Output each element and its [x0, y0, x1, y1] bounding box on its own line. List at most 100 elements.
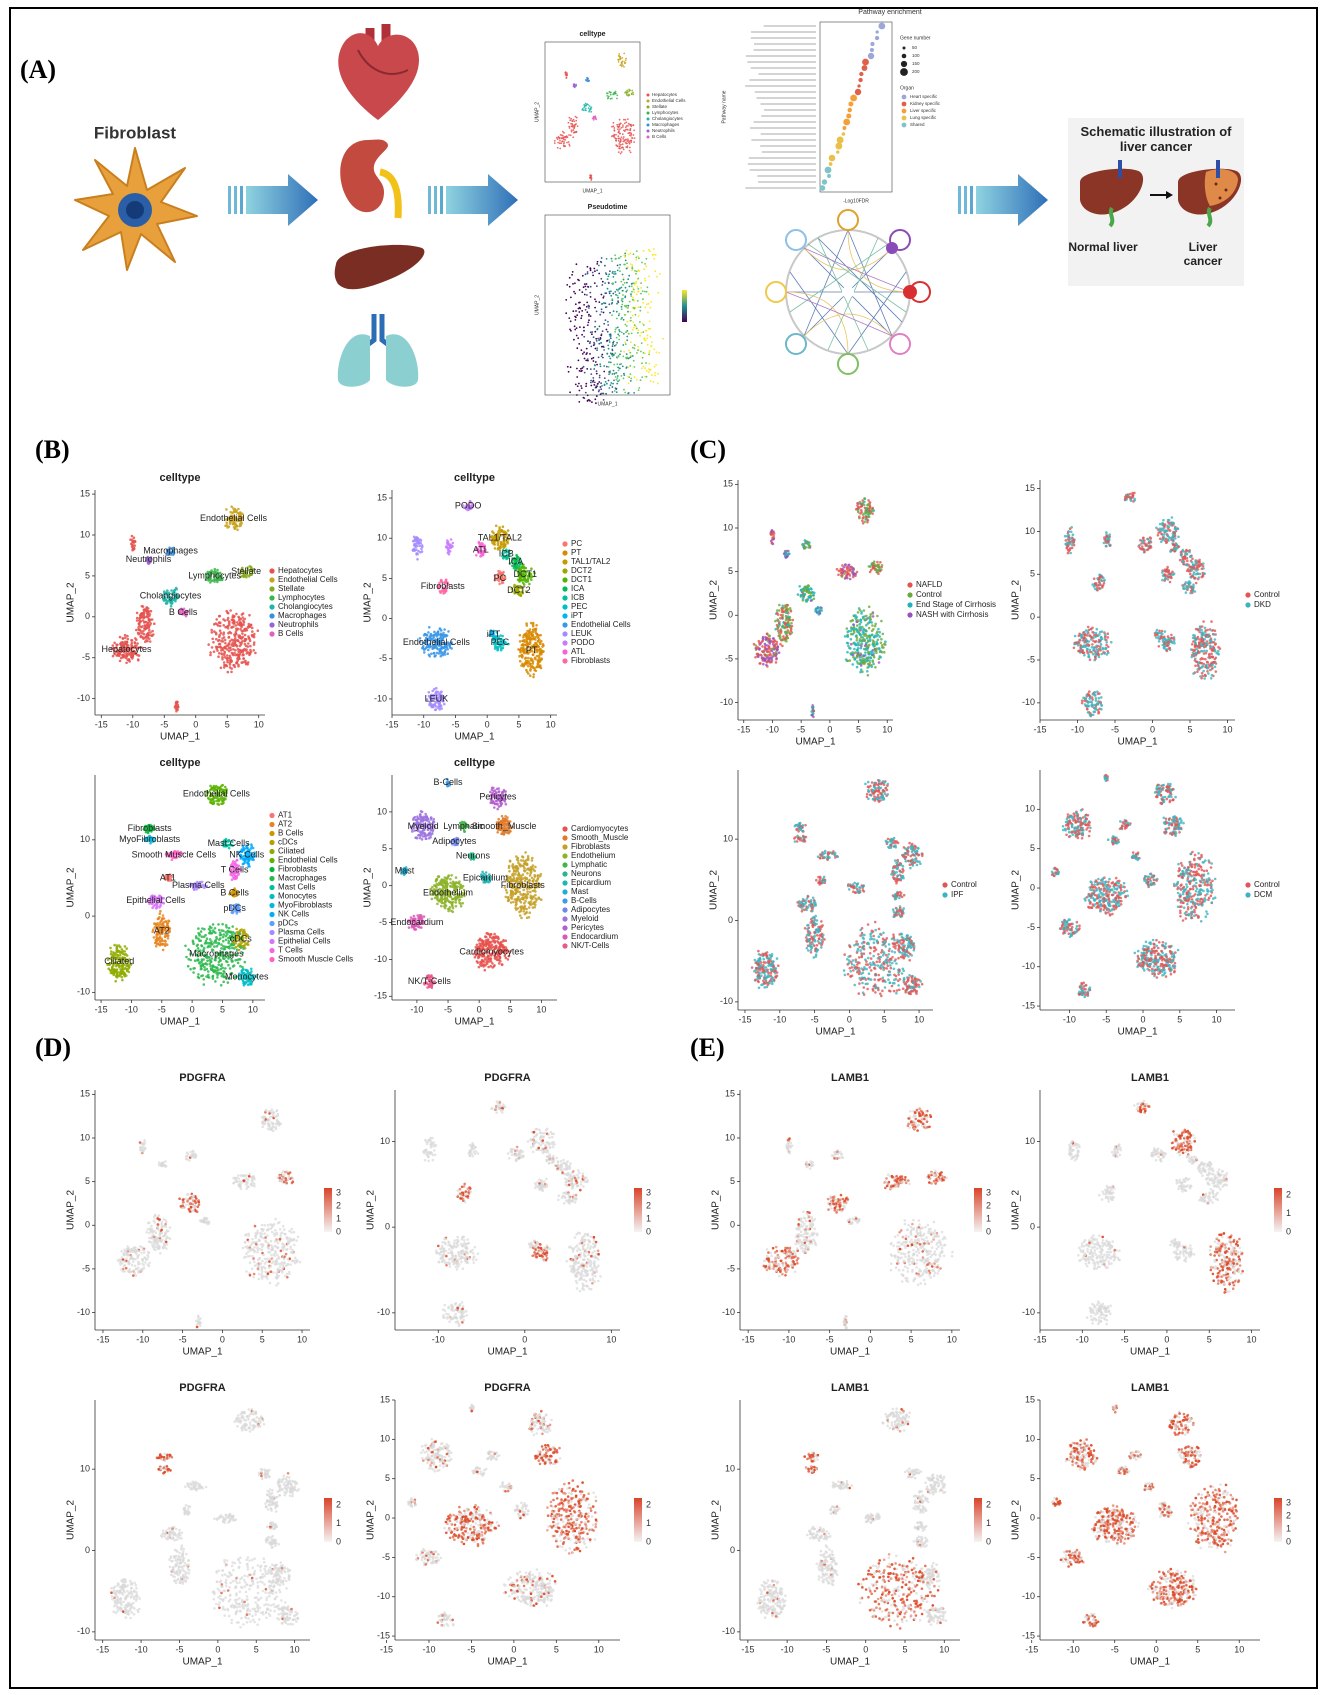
- cell-point: [153, 622, 156, 625]
- legend-label: Smooth Muscle Cells: [278, 955, 353, 964]
- cell-point: [499, 957, 502, 960]
- page-body: (A)(B)(C)(D)(E)-15-10-50510-10-5051015UM…: [0, 0, 1327, 1695]
- cell-point: [171, 602, 174, 605]
- cell-point: [244, 961, 247, 964]
- cell-point: [125, 662, 128, 665]
- cell-point: [214, 980, 217, 983]
- cluster-label: Hepatocytes: [101, 644, 152, 654]
- cell-point: [439, 704, 442, 707]
- cell-point: [480, 965, 483, 968]
- cell-point: [538, 898, 541, 901]
- y-tick-label: -15: [374, 991, 387, 1001]
- cell-point: [534, 897, 537, 900]
- kidney-icon: [340, 140, 398, 219]
- legend-label: MyoFibroblasts: [278, 901, 332, 910]
- cell-point: [237, 962, 240, 965]
- cluster-label: Epithelial Cells: [126, 895, 186, 905]
- cell-point: [536, 874, 539, 877]
- cell-point: [210, 960, 213, 963]
- cell-point: [507, 529, 510, 532]
- cluster-label: Fibroblasts: [421, 581, 466, 591]
- cell-point: [873, 509, 876, 512]
- cell-point: [207, 643, 210, 646]
- cell-point: [116, 951, 119, 954]
- legend-label: DCT2: [571, 566, 592, 575]
- cell-point: [533, 902, 536, 905]
- cell-point: [142, 619, 145, 622]
- cell-point: [217, 640, 220, 643]
- cell-point: [115, 976, 118, 979]
- cell-point: [119, 660, 122, 663]
- cell-point: [216, 945, 219, 948]
- cell-point: [526, 661, 529, 664]
- cell-point: [514, 873, 517, 876]
- cell-point: [242, 619, 245, 622]
- cell-point: [450, 544, 453, 547]
- cell-point: [531, 638, 534, 641]
- cell-point: [220, 984, 223, 987]
- panel-label: (C): [690, 435, 726, 464]
- cell-point: [221, 637, 224, 640]
- cell-point: [420, 542, 423, 545]
- cell-point: [244, 634, 247, 637]
- cell-point: [137, 658, 140, 661]
- cell-point: [201, 927, 204, 930]
- cell-point: [421, 816, 424, 819]
- cell-point: [478, 966, 481, 969]
- x-tick-label: -10: [417, 719, 430, 729]
- cell-point: [193, 967, 196, 970]
- cell-point: [494, 547, 497, 550]
- legend-label: Monocytes: [278, 892, 317, 901]
- cell-point: [857, 511, 860, 514]
- cell-point: [421, 544, 424, 547]
- cell-point: [140, 635, 143, 638]
- cell-point: [442, 592, 445, 595]
- cell-point: [208, 942, 211, 945]
- cell-point: [206, 937, 209, 940]
- cell-point: [490, 960, 493, 963]
- cell-point: [225, 657, 228, 660]
- cell-point: [449, 901, 452, 904]
- cell-point: [484, 969, 487, 972]
- legend-swatch: [269, 948, 274, 953]
- y-axis-label: UMAP_2: [363, 582, 374, 622]
- legend-label: Lymphocytes: [278, 593, 325, 602]
- cell-point: [533, 673, 536, 676]
- cell-point: [501, 802, 504, 805]
- cell-point: [247, 984, 250, 987]
- cell-point: [225, 960, 228, 963]
- cell-point: [213, 630, 216, 633]
- cell-point: [521, 855, 524, 858]
- cell-point: [226, 526, 229, 529]
- cell-point: [210, 927, 213, 930]
- cell-point: [519, 914, 522, 917]
- cell-point: [841, 575, 844, 578]
- legend-swatch: [562, 658, 567, 663]
- legend-swatch: [269, 849, 274, 854]
- cell-point: [225, 939, 228, 942]
- cell-point: [518, 655, 521, 658]
- cell-point: [490, 957, 493, 960]
- legend-label: iPT: [571, 611, 583, 620]
- cell-point: [867, 515, 870, 518]
- cell-point: [236, 629, 239, 632]
- cell-point: [414, 816, 417, 819]
- legend-swatch: [269, 876, 274, 881]
- cell-point: [151, 630, 154, 633]
- cell-point: [230, 667, 233, 670]
- cell-point: [520, 859, 523, 862]
- cell-point: [141, 616, 144, 619]
- cell-point: [212, 965, 215, 968]
- legend-label: Macrophages: [278, 874, 326, 883]
- x-tick-label: -5: [158, 1004, 166, 1014]
- cell-point: [451, 898, 454, 901]
- y-tick-label: -5: [82, 652, 90, 662]
- cluster-label: Pericytes: [479, 792, 517, 802]
- cell-point: [147, 607, 150, 610]
- legend-label: NK/T-Cells: [571, 941, 609, 950]
- y-tick-label: 0: [85, 910, 90, 920]
- cell-point: [517, 859, 520, 862]
- cell-point: [249, 983, 252, 986]
- cell-point: [532, 661, 535, 664]
- cell-point: [524, 863, 527, 866]
